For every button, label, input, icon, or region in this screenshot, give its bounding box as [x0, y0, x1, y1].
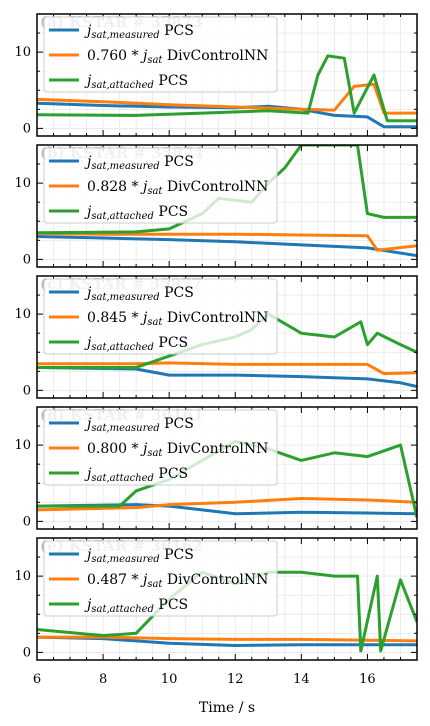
legend-label-attached: jsat,attached PCS — [84, 335, 188, 353]
legend-box — [43, 278, 278, 355]
legend-label-measured: jsat,measured PCS — [84, 416, 194, 434]
legend-label-attached: jsat,attached PCS — [84, 204, 188, 222]
panel-5: 010(e) KSTAR # 36162jsat,measured PCS0.4… — [14, 537, 418, 661]
panel-3: 010(c) KSTAR # 35877jsat,measured PCS0.8… — [14, 275, 418, 399]
series-attached — [37, 54, 417, 123]
x-tick-label: 6 — [33, 672, 41, 687]
y-tick-label: 10 — [14, 176, 31, 191]
series-attached — [37, 570, 417, 653]
series-group — [37, 54, 417, 129]
legend: jsat,measured PCS 0.845 * jsat DivControl… — [43, 278, 278, 355]
legend-label-attached: jsat,attached PCS — [84, 73, 188, 91]
legend: jsat,measured PCS 0.760 * jsat DivControl… — [43, 16, 278, 93]
legend-box — [43, 147, 278, 224]
series-nn — [37, 635, 417, 643]
panel-4: 010(d) KSTAR # 36161jsat,measured PCS0.8… — [14, 406, 418, 530]
legend-label-nn: 0.845 * jsat DivControlNN — [87, 310, 268, 328]
y-tick-label: 0 — [23, 645, 31, 660]
y-tick-label: 10 — [14, 307, 31, 322]
series-nn — [37, 361, 417, 376]
plot-frame — [36, 144, 418, 268]
y-tick-label: 0 — [23, 121, 31, 136]
x-tick-label: 8 — [99, 672, 107, 687]
x-tick-label: 16 — [359, 672, 376, 687]
y-tick-label: 10 — [14, 569, 31, 584]
x-tick-label: 12 — [227, 672, 244, 687]
legend: jsat,measured PCS 0.828 * jsat DivControl… — [43, 147, 278, 224]
plot-frame — [36, 13, 418, 137]
legend-label-attached: jsat,attached PCS — [84, 597, 188, 615]
legend-label-nn: 0.828 * jsat DivControlNN — [87, 179, 268, 197]
legend-box — [43, 16, 278, 93]
plot-frame — [36, 275, 418, 399]
legend-label-nn: 0.800 * jsat DivControlNN — [87, 441, 268, 459]
series-nn — [37, 231, 417, 252]
legend-box — [43, 540, 278, 617]
legend-label-measured: jsat,measured PCS — [84, 154, 194, 172]
legend-label-measured: jsat,measured PCS — [84, 547, 194, 565]
panel-1: 010(a) KSTAR # 35873jsat,measured PCS0.7… — [14, 13, 418, 137]
series-nn — [37, 497, 417, 512]
series-nn — [37, 82, 417, 115]
series-measured — [37, 366, 417, 389]
legend-label-nn: 0.487 * jsat DivControlNN — [87, 572, 268, 590]
legend-label-measured: jsat,measured PCS — [84, 23, 194, 41]
legend: jsat,measured PCS 0.487 * jsat DivControl… — [43, 540, 278, 617]
plot-frame — [36, 537, 418, 661]
x-axis: 6 8 10 12 14 16 — [33, 672, 376, 687]
y-tick-label: 0 — [23, 514, 31, 529]
plot-frame — [36, 406, 418, 530]
y-tick-label: 10 — [14, 45, 31, 60]
legend-label-nn: 0.760 * jsat DivControlNN — [87, 48, 268, 66]
panel-2: 010(b) KSTAR # 35874jsat,measured PCS0.8… — [14, 144, 418, 268]
legend-box — [43, 409, 278, 486]
panels: 010(a) KSTAR # 35873jsat,measured PCS0.7… — [14, 13, 418, 661]
x-axis-label: Time / s — [199, 700, 255, 716]
x-tick-label: 14 — [293, 672, 310, 687]
legend-label-attached: jsat,attached PCS — [84, 466, 188, 484]
y-tick-label: 0 — [23, 252, 31, 267]
series-measured — [37, 235, 417, 258]
y-tick-label: 0 — [23, 383, 31, 398]
legend-label-measured: jsat,measured PCS — [84, 285, 194, 303]
x-tick-label: 10 — [161, 672, 178, 687]
series-measured — [37, 503, 417, 516]
series-group — [37, 570, 417, 653]
y-tick-label: 10 — [14, 438, 31, 453]
legend: jsat,measured PCS 0.800 * jsat DivControl… — [43, 409, 278, 486]
